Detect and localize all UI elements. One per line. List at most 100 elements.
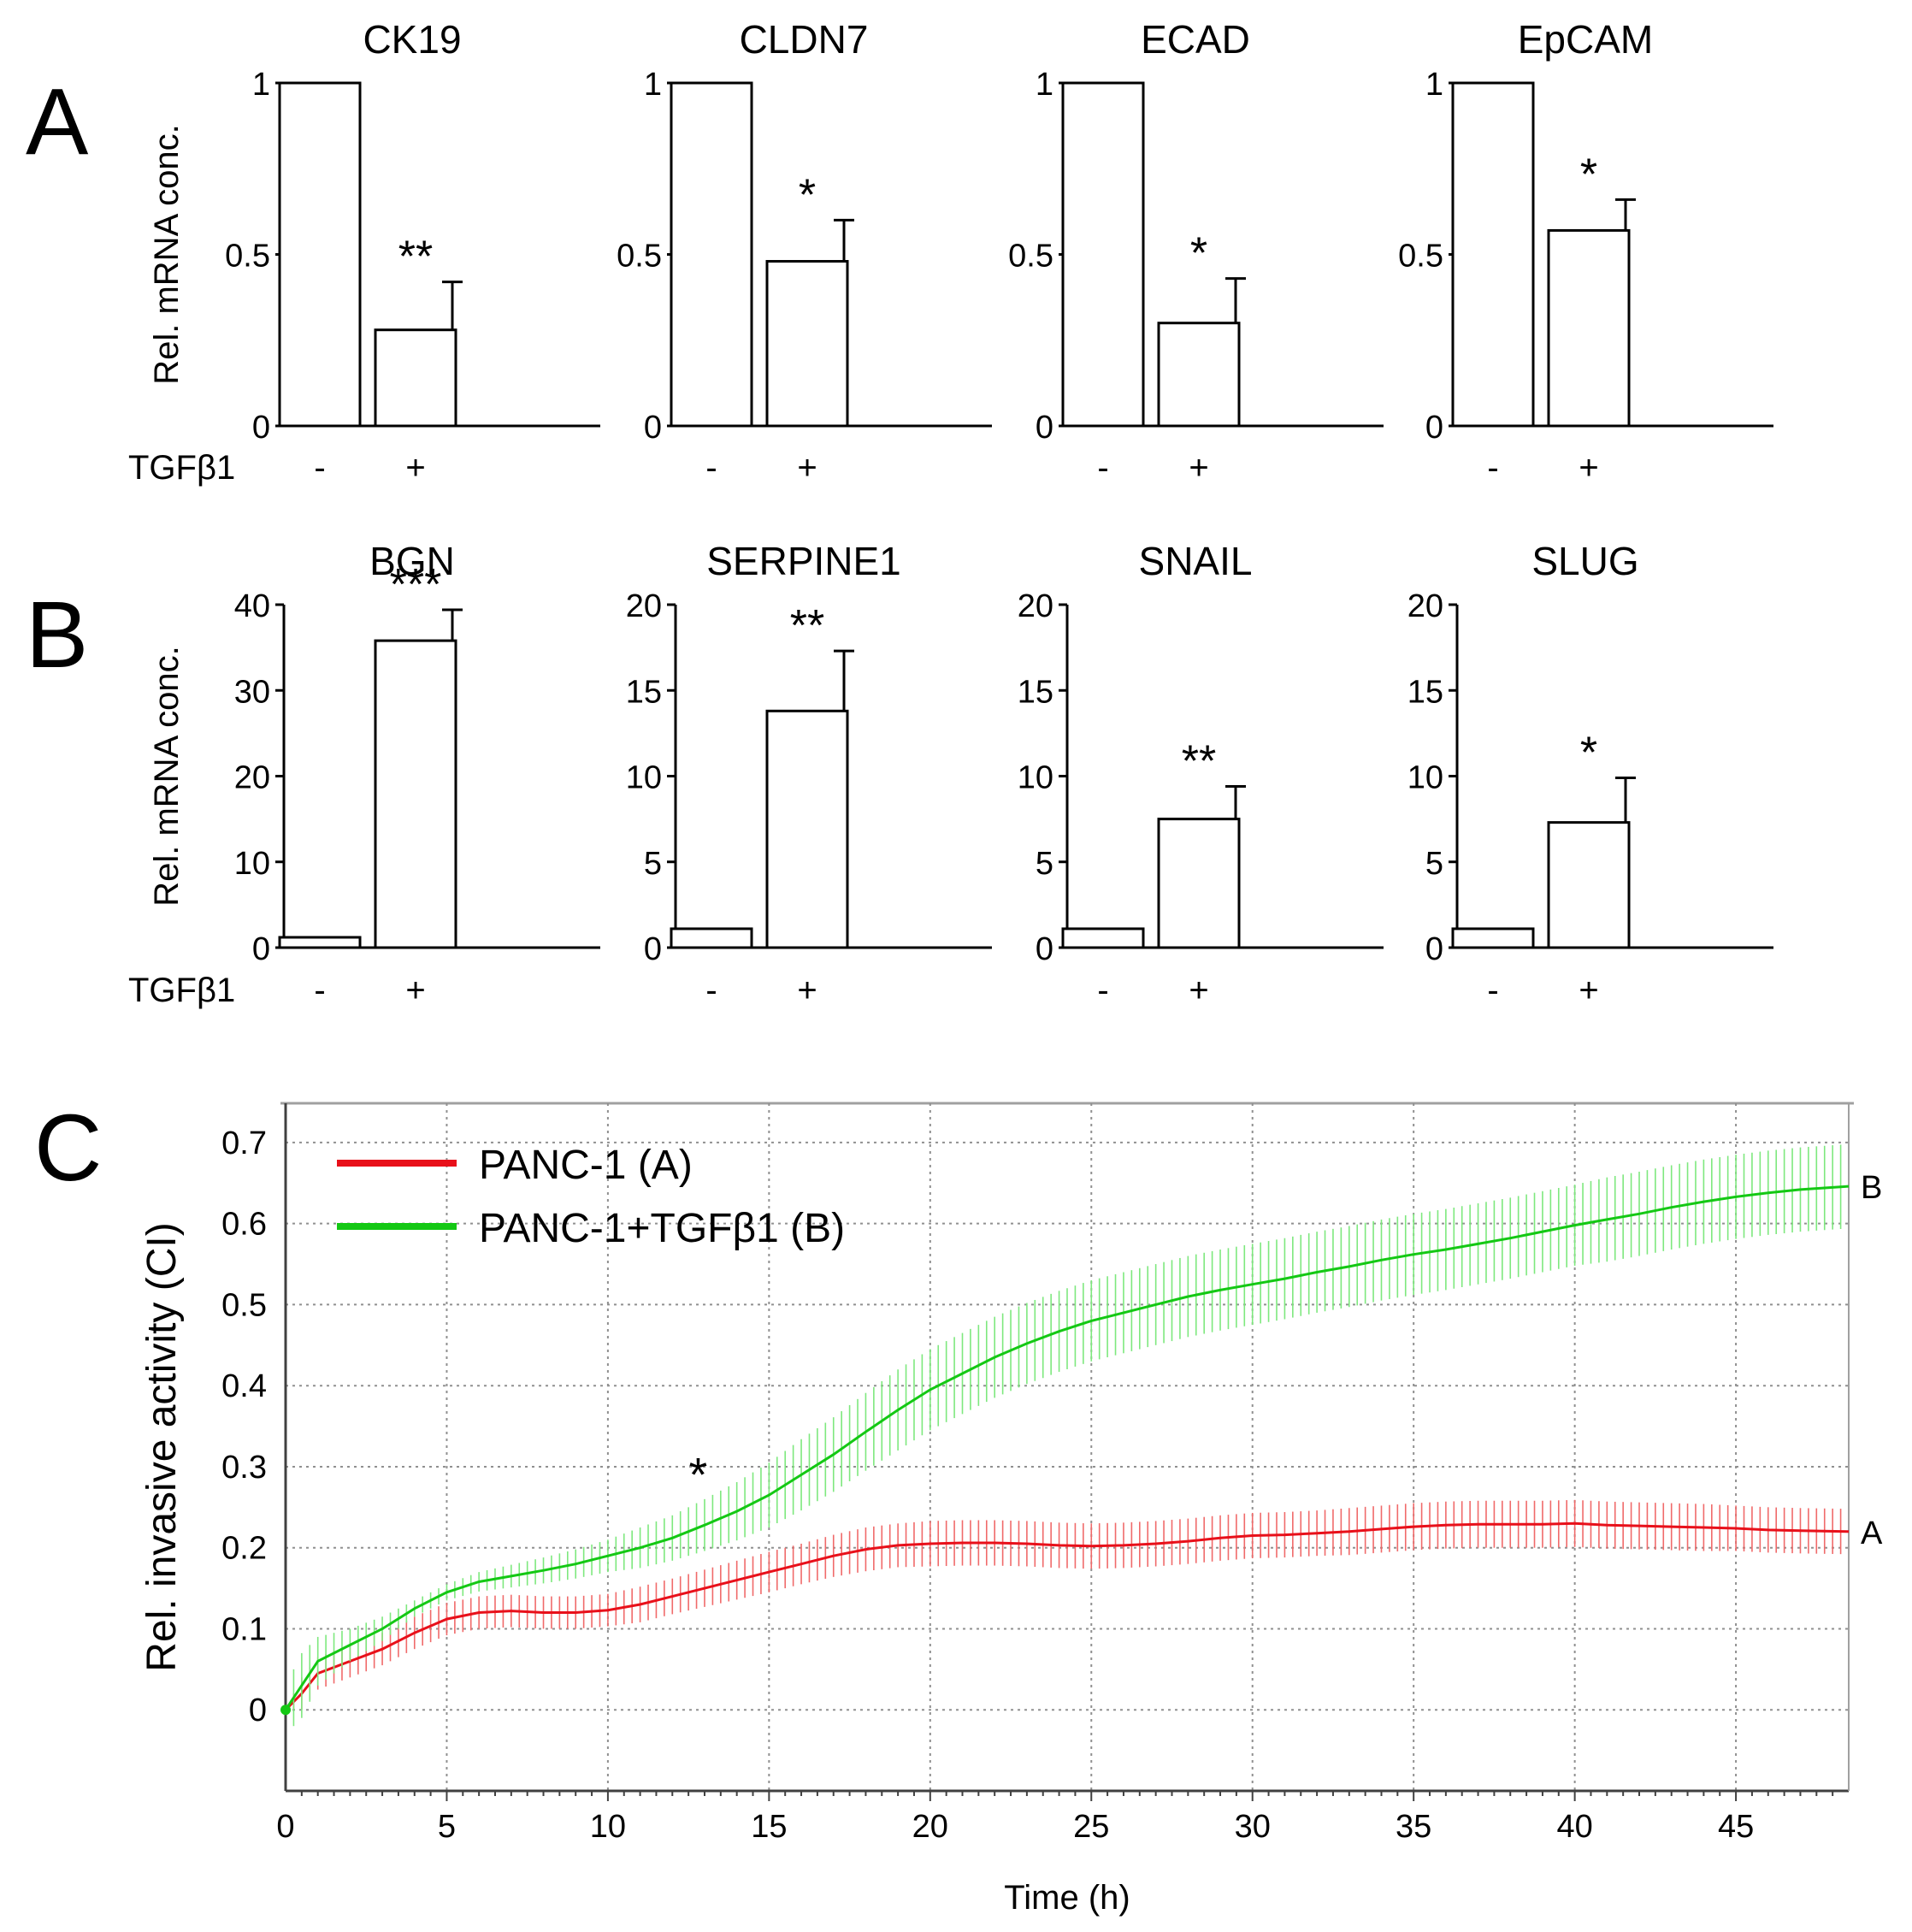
- y-tick-label: 1: [644, 67, 662, 103]
- bar: [1157, 818, 1241, 949]
- significance-marker: **: [1182, 737, 1216, 787]
- x-tick-label: 15: [751, 1809, 787, 1845]
- x-tick-label: 0: [276, 1809, 294, 1845]
- y-tick-label: 0.6: [221, 1207, 267, 1243]
- x-axis-label: Time (h): [1004, 1879, 1130, 1917]
- y-tick-label: 5: [1036, 846, 1053, 882]
- grid: [286, 1103, 1849, 1791]
- chart-title: CK19: [363, 17, 461, 62]
- y-tick-label: 0: [1036, 931, 1053, 967]
- y-tick-label: 0.5: [221, 1287, 267, 1323]
- y-tick-label: 15: [1018, 674, 1053, 710]
- y-tick-label: 10: [626, 760, 662, 796]
- y-tick-label: 0: [644, 931, 662, 967]
- x-tick-label: 40: [1556, 1809, 1592, 1845]
- chart-title: BGN: [369, 539, 455, 583]
- bar: [374, 639, 457, 949]
- chart-title: SLUG: [1531, 539, 1638, 583]
- treatment-label: TGFβ1: [128, 972, 235, 1009]
- series-a: A: [284, 1499, 1883, 1711]
- bar: [374, 328, 457, 428]
- y-tick-label: 15: [1407, 674, 1443, 710]
- y-tick-label: 0.3: [221, 1450, 267, 1486]
- category-label: -: [1097, 449, 1108, 487]
- category-label: -: [314, 972, 325, 1009]
- y-tick-label: 0.5: [1008, 239, 1053, 275]
- category-label: -: [314, 449, 325, 487]
- x-tick-label: 5: [438, 1809, 456, 1845]
- y-tick-label: 0: [644, 410, 662, 446]
- legend: PANC-1 (A) PANC-1+TGFβ1 (B): [337, 1143, 845, 1251]
- chart-ck19: 0 0.5 1 CK19 - + **: [225, 17, 600, 487]
- category-label: -: [1487, 449, 1498, 487]
- bar: [1061, 81, 1145, 428]
- bar: [765, 260, 849, 428]
- y-tick-label: 0: [1036, 410, 1053, 446]
- series-line: [284, 1185, 1850, 1711]
- chart-epcam: 0 0.5 1 EpCAM - + *: [1398, 17, 1773, 487]
- category-label: +: [1579, 449, 1598, 487]
- significance-marker: **: [790, 601, 824, 651]
- x-tick-label: 10: [590, 1809, 626, 1845]
- category-label: -: [1487, 972, 1498, 1009]
- y-axis-label: Rel. mRNA conc.: [148, 124, 186, 385]
- y-tick-label: 20: [1407, 588, 1443, 624]
- category-label: +: [405, 449, 425, 487]
- y-tick-label: 20: [234, 760, 270, 796]
- category-label: +: [1189, 972, 1208, 1009]
- y-tick-label: 40: [234, 588, 270, 624]
- panel-label-b: B: [26, 582, 88, 688]
- y-tick-label: 0: [252, 410, 270, 446]
- y-tick-label: 15: [626, 674, 662, 710]
- chart-title: EpCAM: [1518, 17, 1653, 62]
- x-tick-label: 30: [1235, 1809, 1271, 1845]
- bar: [1547, 228, 1631, 428]
- panel-c: C 0 5 10 15 20 25 30 35 40 45 0 0.1 0.2 0.3 0.4 0.5 0.6 0.…: [34, 1096, 1883, 1917]
- y-tick-label: 0.5: [617, 239, 662, 275]
- y-tick-label: 0.5: [225, 239, 270, 275]
- bar: [1547, 821, 1631, 949]
- chart-title: CLDN7: [740, 17, 869, 62]
- series-end-label: B: [1861, 1170, 1882, 1206]
- y-tick-label: 1: [1425, 67, 1443, 103]
- chart-bgn: 0 10 20 30 40 BGN - + ***: [234, 539, 600, 1009]
- chart-title: ECAD: [1141, 17, 1250, 62]
- category-label: -: [705, 449, 717, 487]
- significance-marker: *: [689, 1448, 708, 1502]
- y-tick-label: 10: [1407, 760, 1443, 796]
- y-tick-label: 0.2: [221, 1531, 267, 1567]
- legend-label: PANC-1 (A): [479, 1143, 693, 1188]
- chart-serpine1: 0 5 10 15 20 SERPINE1 - + **: [626, 539, 992, 1009]
- significance-marker: ***: [390, 560, 442, 610]
- y-tick-label: 0: [1425, 931, 1443, 967]
- bar: [1451, 927, 1535, 949]
- bar: [765, 709, 849, 949]
- significance-marker: **: [398, 233, 433, 282]
- bar: [1451, 81, 1535, 428]
- category-label: +: [1579, 972, 1598, 1009]
- y-axis-label: Rel. invasive activity (CI): [139, 1222, 185, 1671]
- category-label: -: [705, 972, 717, 1009]
- origin-point: [280, 1705, 291, 1716]
- significance-marker: *: [1580, 729, 1597, 778]
- chart-ecad: 0 0.5 1 ECAD - + *: [1008, 17, 1384, 487]
- y-tick-label: 0: [252, 931, 270, 967]
- category-label: -: [1097, 972, 1108, 1009]
- panel-label-c: C: [34, 1096, 102, 1201]
- chart-slug: 0 5 10 15 20 SLUG - + *: [1407, 539, 1773, 1009]
- y-axis-label: Rel. mRNA conc.: [148, 646, 186, 907]
- y-tick-label: 10: [1018, 760, 1053, 796]
- x-tick-label: 25: [1073, 1809, 1109, 1845]
- treatment-label: TGFβ1: [128, 449, 235, 487]
- y-tick-label: 0.7: [221, 1126, 267, 1161]
- bar: [670, 927, 753, 949]
- category-label: +: [797, 449, 817, 487]
- y-tick-label: 0: [1425, 410, 1443, 446]
- y-tick-label: 5: [1425, 846, 1443, 882]
- significance-marker: *: [1580, 150, 1597, 199]
- series-end-label: A: [1861, 1515, 1883, 1551]
- x-tick-label: 35: [1396, 1809, 1431, 1845]
- category-label: +: [405, 972, 425, 1009]
